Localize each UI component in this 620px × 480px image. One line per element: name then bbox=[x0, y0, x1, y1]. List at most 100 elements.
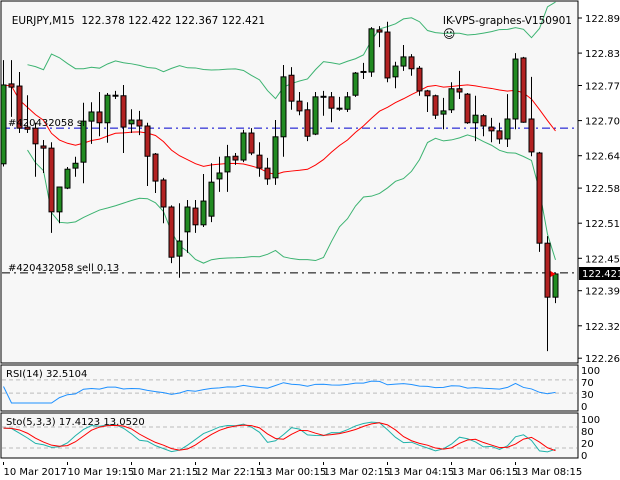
current-price-label: 122.421 bbox=[582, 269, 620, 280]
candle-body bbox=[208, 181, 215, 217]
candle-body bbox=[360, 70, 367, 73]
candle-body bbox=[552, 273, 559, 298]
candle-body bbox=[104, 94, 111, 124]
time-tick-label: 13 Mar 06:15 bbox=[452, 467, 519, 478]
rsi-level-100: 100 bbox=[581, 366, 600, 377]
candle-body bbox=[176, 240, 183, 257]
price-panel[interactable] bbox=[0, 0, 579, 364]
price-tick-label: 122.580 bbox=[585, 184, 620, 195]
moving-average-line bbox=[3, 84, 556, 176]
candle-body bbox=[408, 56, 415, 70]
candle-body bbox=[264, 167, 271, 180]
rsi-level-30: 30 bbox=[581, 390, 594, 401]
candle-body bbox=[480, 115, 487, 127]
candle-body bbox=[400, 56, 407, 67]
rsi-panel[interactable] bbox=[0, 364, 579, 412]
price-tick-label: 122.895 bbox=[585, 14, 620, 25]
candle-body bbox=[184, 206, 191, 233]
stochastic-label: Sto(5,3,3) 17.4123 13.0520 bbox=[6, 417, 145, 428]
candle-body bbox=[392, 65, 399, 78]
candle-body bbox=[72, 162, 79, 169]
candle-body bbox=[136, 119, 143, 127]
candle-body bbox=[464, 93, 471, 124]
candle-body bbox=[528, 118, 535, 153]
stochastic-plot bbox=[2, 421, 577, 453]
candle-body bbox=[472, 114, 479, 124]
chart-header: EURJPY,M15 122.378 122.422 122.367 122.4… bbox=[5, 3, 265, 27]
current-price-box bbox=[579, 267, 620, 280]
candle-body bbox=[128, 119, 135, 125]
time-tick-label: 12 Mar 22:15 bbox=[196, 467, 263, 478]
candle-body bbox=[8, 83, 15, 88]
sell-order-label: #420432058 sell 0.13 bbox=[8, 263, 119, 274]
candle-body bbox=[32, 127, 39, 145]
candle-body bbox=[152, 153, 159, 182]
candle-body bbox=[232, 155, 239, 161]
price-tick-label: 122.705 bbox=[585, 117, 620, 128]
candle-body bbox=[312, 96, 319, 135]
candle-body bbox=[64, 168, 71, 189]
candle-body bbox=[376, 29, 383, 33]
candle-body bbox=[368, 28, 375, 73]
candle-body bbox=[0, 84, 7, 165]
candle-body bbox=[224, 156, 231, 173]
candle-body bbox=[488, 126, 495, 132]
candle-body bbox=[416, 67, 423, 92]
time-tick-label: 10 Mar 21:15 bbox=[132, 467, 199, 478]
price-tick-label: 122.390 bbox=[585, 287, 620, 298]
candle-body bbox=[544, 242, 551, 298]
candle-body bbox=[256, 154, 263, 169]
candle-body bbox=[320, 95, 327, 98]
candle-body bbox=[456, 88, 463, 93]
price-tick-label: 122.265 bbox=[585, 354, 620, 365]
candle-body bbox=[296, 100, 303, 112]
candle-body bbox=[344, 96, 351, 110]
candle-body bbox=[96, 111, 103, 124]
rsi-line bbox=[3, 380, 556, 404]
candle-body bbox=[24, 126, 31, 130]
candle-body bbox=[328, 96, 335, 109]
symbol-timeframe: EURJPY,M15 bbox=[11, 15, 75, 27]
ohlc-values: 122.378 122.422 122.367 122.421 bbox=[81, 15, 266, 27]
candle-body bbox=[80, 120, 87, 163]
candle-body bbox=[248, 132, 255, 154]
candle-body bbox=[280, 76, 287, 138]
rsi-level-0: 0 bbox=[581, 402, 587, 413]
candle-body bbox=[288, 74, 295, 102]
candle-body bbox=[512, 58, 519, 120]
time-tick-label: 10 Mar 19:15 bbox=[68, 467, 135, 478]
candle-body bbox=[352, 72, 359, 96]
candle-body bbox=[112, 94, 119, 97]
candle-body bbox=[272, 136, 279, 179]
price-tick-label: 122.515 bbox=[585, 219, 620, 230]
expert-name: IK-VPS-graphes-V150901 bbox=[442, 15, 572, 27]
price-tick-label: 122.325 bbox=[585, 322, 620, 333]
rsi-level-70: 70 bbox=[581, 378, 594, 389]
price-tick-label: 122.770 bbox=[585, 82, 620, 93]
candle-body bbox=[384, 31, 391, 79]
candle-body bbox=[192, 207, 199, 226]
candle-body bbox=[448, 88, 455, 111]
price-tick-label: 122.830 bbox=[585, 49, 620, 60]
candle-body bbox=[240, 132, 247, 161]
candle-body bbox=[160, 179, 167, 208]
candle-body bbox=[424, 90, 431, 97]
candle-body bbox=[520, 57, 527, 123]
time-tick-label: 13 Mar 08:15 bbox=[516, 467, 583, 478]
candle-body bbox=[168, 206, 175, 258]
stoch-signal-line bbox=[3, 422, 556, 452]
candle-body bbox=[120, 95, 127, 128]
time-tick-label: 10 Mar 2017 bbox=[4, 467, 67, 478]
stoch-level-80: 80 bbox=[581, 427, 594, 438]
candle-body bbox=[336, 107, 343, 110]
candle-body bbox=[40, 145, 47, 149]
expert-advisor-label[interactable]: IK-VPS-graphes-V150901 ☺ bbox=[436, 3, 572, 41]
time-tick-label: 13 Mar 02:15 bbox=[324, 467, 391, 478]
rsi-plot bbox=[2, 379, 577, 404]
candle-body bbox=[304, 109, 311, 137]
stoch-main-line bbox=[3, 421, 556, 453]
candle-body bbox=[440, 110, 447, 115]
candle-body bbox=[200, 200, 207, 226]
